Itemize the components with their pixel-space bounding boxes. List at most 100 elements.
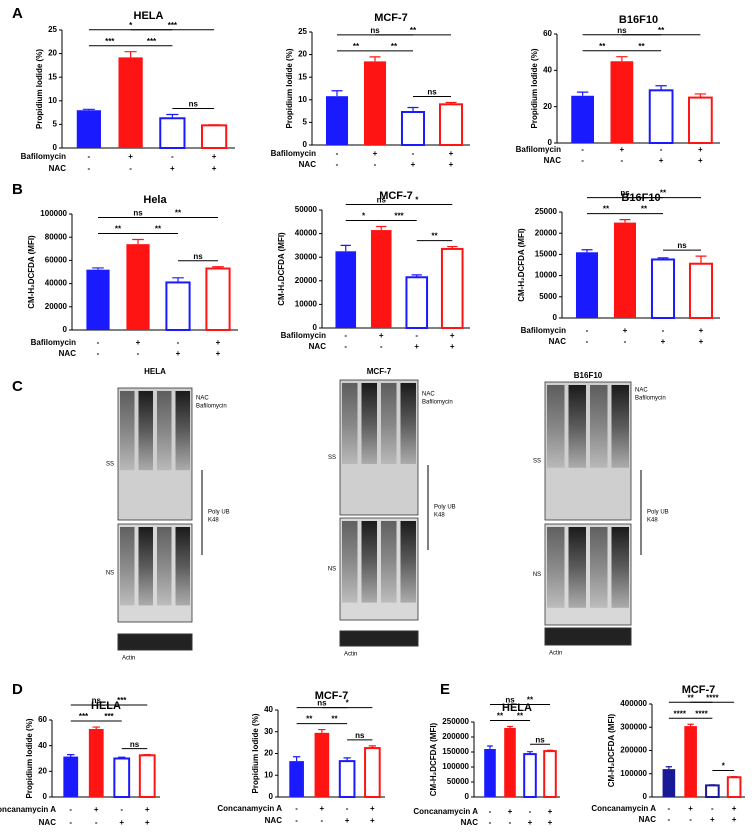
y-tick-label: 60000 (45, 256, 68, 265)
significance-label: ** (331, 715, 338, 724)
condition-sign: + (170, 164, 175, 173)
significance-label: *** (168, 21, 178, 30)
bar (314, 732, 330, 797)
error-bar (411, 274, 422, 278)
blot-condition: NAC (196, 396, 209, 402)
bar (86, 269, 110, 330)
condition-sign: + (528, 818, 533, 827)
blot-lane (120, 527, 135, 606)
y-tick-label: 150000 (442, 747, 469, 756)
panel-label: A (12, 5, 23, 22)
blot-lane (361, 383, 377, 464)
condition-sign: - (69, 818, 72, 827)
y-tick-label: 60 (543, 29, 552, 38)
condition-label: Concanamycin A (413, 807, 478, 816)
y-tick-label: 25000 (535, 207, 558, 216)
significance-label: ns (427, 88, 437, 97)
y-tick-label: 0 (548, 138, 553, 147)
error-bar (132, 238, 144, 245)
panel-label: B (12, 181, 23, 198)
bar (571, 95, 595, 143)
condition-sign: + (449, 160, 454, 169)
error-bar (657, 257, 669, 260)
significance-label: ** (431, 232, 438, 241)
y-tick-label: 80000 (45, 232, 68, 241)
condition-sign: + (688, 804, 693, 813)
y-tick-label: 100000 (620, 769, 647, 778)
chart-title: MCF-7 (379, 190, 413, 202)
blot-loading-label: Actin (122, 656, 135, 662)
condition-sign: - (509, 818, 512, 827)
condition-sign: + (216, 338, 221, 347)
y-tick-label: 250000 (442, 717, 469, 726)
condition-sign: + (373, 149, 378, 158)
blot-lane (400, 383, 416, 464)
condition-sign: + (136, 338, 141, 347)
y-axis-label: Propidium Iodide (%) (251, 713, 260, 793)
y-tick-label: 30000 (295, 252, 318, 261)
blot-title: B16F10 (574, 371, 603, 380)
condition-label: Bafilomycin (281, 331, 326, 340)
condition-sign: + (94, 805, 99, 814)
bar (610, 61, 634, 143)
panel-label: E (440, 681, 450, 698)
error-bar (369, 56, 381, 62)
significance-label: ns (193, 252, 203, 261)
y-axis-label: Propidium Iodide (%) (25, 718, 34, 798)
blot-title: HELA (144, 367, 166, 376)
significance-label: ns (677, 241, 687, 250)
condition-sign: + (732, 815, 737, 824)
y-tick-label: 200000 (442, 732, 469, 741)
y-tick-label: 0 (465, 792, 470, 801)
condition-sign: - (586, 337, 589, 346)
condition-sign: + (345, 816, 350, 825)
significance-label: * (415, 196, 419, 205)
y-tick-label: 0 (63, 325, 68, 334)
condition-sign: + (119, 818, 124, 827)
significance-label: **** (706, 693, 719, 702)
condition-sign: - (660, 145, 663, 154)
bar (438, 103, 464, 146)
condition-sign: - (412, 149, 415, 158)
error-bar (547, 749, 553, 752)
significance-label: *** (394, 212, 404, 221)
bar (126, 244, 150, 330)
condition-sign: + (548, 807, 553, 816)
chart-title: HELA (134, 10, 164, 22)
y-axis-label: CM-H₂DCFDA (MFI) (27, 235, 36, 309)
condition-sign: + (145, 805, 150, 814)
significance-label: *** (117, 696, 127, 705)
significance-label: ** (688, 693, 695, 702)
y-tick-label: 20 (48, 49, 57, 58)
blot-upper-label: SS (533, 459, 541, 465)
condition-sign: - (171, 152, 174, 161)
condition-sign: + (698, 145, 703, 154)
y-tick-label: 25 (298, 27, 307, 36)
actin-band (117, 633, 193, 651)
y-tick-label: 40000 (45, 279, 68, 288)
bar (405, 276, 429, 330)
condition-sign: - (489, 807, 492, 816)
condition-sign: + (411, 160, 416, 169)
condition-label: NAC (544, 156, 562, 165)
blot-marker: K48 (647, 518, 658, 524)
error-bar (82, 108, 95, 111)
condition-sign: + (320, 804, 325, 813)
y-tick-label: 40 (264, 705, 273, 714)
y-axis-label: CM-H₂DCFDA (MFI) (607, 713, 616, 787)
blot-lane (381, 521, 397, 603)
blot-condition: Bafilomycin (196, 404, 227, 410)
error-bar (616, 56, 628, 62)
condition-sign: - (137, 349, 140, 358)
bar (76, 110, 101, 148)
significance-label: ns (377, 196, 387, 205)
condition-label: NAC (59, 349, 77, 358)
blot-condition: Bafilomycin (422, 400, 453, 406)
blot-lane (361, 521, 377, 603)
condition-sign: - (346, 804, 349, 813)
blot-lane (157, 527, 172, 606)
y-tick-label: 300000 (620, 722, 647, 731)
error-bar (655, 85, 667, 91)
y-tick-label: 20 (543, 102, 552, 111)
error-bar (581, 249, 593, 253)
